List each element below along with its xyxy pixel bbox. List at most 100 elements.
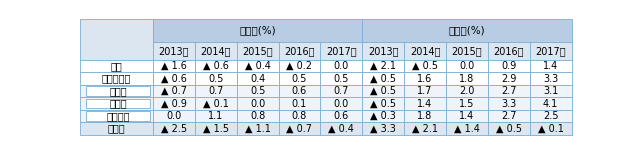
Bar: [81, 122, 153, 135]
Bar: [446, 110, 488, 122]
Text: 3.1: 3.1: [543, 86, 559, 96]
Bar: [195, 72, 236, 85]
Bar: [278, 60, 320, 72]
Bar: [153, 72, 195, 85]
Text: 2015年: 2015年: [451, 46, 482, 56]
Bar: [404, 110, 446, 122]
Text: 2016年: 2016年: [284, 46, 314, 56]
Text: ▲ 0.9: ▲ 0.9: [161, 98, 187, 109]
Bar: [153, 97, 195, 110]
Bar: [446, 60, 488, 72]
Text: 1.6: 1.6: [417, 74, 432, 84]
Text: ▲ 0.4: ▲ 0.4: [328, 123, 354, 133]
Text: ▲ 2.5: ▲ 2.5: [161, 123, 187, 133]
Text: 1.4: 1.4: [459, 111, 475, 121]
Bar: [236, 85, 278, 97]
Bar: [362, 85, 404, 97]
Text: 1.4: 1.4: [417, 98, 432, 109]
Text: ▲ 0.4: ▲ 0.4: [245, 61, 271, 71]
Text: ▲ 0.7: ▲ 0.7: [161, 86, 187, 96]
Bar: [320, 60, 362, 72]
Bar: [153, 42, 195, 60]
Text: ▲ 0.3: ▲ 0.3: [370, 111, 396, 121]
Text: 0.7: 0.7: [208, 86, 223, 96]
Text: ▲ 0.2: ▲ 0.2: [287, 61, 313, 71]
Bar: [81, 85, 153, 97]
Bar: [404, 60, 446, 72]
Bar: [278, 122, 320, 135]
Text: 0.7: 0.7: [333, 86, 349, 96]
Bar: [320, 85, 362, 97]
Text: 0.4: 0.4: [250, 74, 265, 84]
Bar: [153, 19, 362, 42]
Bar: [320, 122, 362, 135]
Bar: [488, 97, 530, 110]
Bar: [530, 42, 572, 60]
Bar: [530, 85, 572, 97]
Text: ▲ 0.6: ▲ 0.6: [203, 61, 229, 71]
Bar: [278, 85, 320, 97]
Bar: [153, 110, 195, 122]
Text: 2015年: 2015年: [242, 46, 273, 56]
Bar: [195, 60, 236, 72]
Bar: [530, 110, 572, 122]
Bar: [81, 60, 153, 72]
Text: 0.9: 0.9: [501, 61, 517, 71]
Bar: [278, 97, 320, 110]
Text: ▲ 2.1: ▲ 2.1: [370, 61, 396, 71]
Text: 0.1: 0.1: [292, 98, 307, 109]
Bar: [362, 42, 404, 60]
Text: 1.4: 1.4: [543, 61, 559, 71]
Bar: [362, 72, 404, 85]
Text: ▲ 0.5: ▲ 0.5: [370, 86, 396, 96]
Bar: [446, 122, 488, 135]
Bar: [488, 72, 530, 85]
Text: ▲ 3.3: ▲ 3.3: [370, 123, 396, 133]
Text: 0.0: 0.0: [333, 98, 349, 109]
Text: 全国: 全国: [111, 61, 122, 71]
Text: 0.6: 0.6: [292, 86, 307, 96]
Text: 2013年: 2013年: [158, 46, 189, 56]
Text: 1.5: 1.5: [459, 98, 475, 109]
Text: 商業地(%): 商業地(%): [449, 25, 485, 35]
Bar: [488, 85, 530, 97]
Bar: [81, 72, 153, 85]
Text: 1.8: 1.8: [459, 74, 475, 84]
Bar: [320, 110, 362, 122]
Bar: [404, 42, 446, 60]
Bar: [488, 110, 530, 122]
Text: 2.5: 2.5: [543, 111, 559, 121]
Bar: [236, 122, 278, 135]
Bar: [236, 60, 278, 72]
Bar: [86, 99, 150, 108]
Bar: [320, 42, 362, 60]
Bar: [86, 86, 150, 96]
Bar: [236, 72, 278, 85]
Bar: [362, 122, 404, 135]
Text: 0.5: 0.5: [208, 74, 223, 84]
Text: 2.9: 2.9: [501, 74, 517, 84]
Text: ▲ 0.5: ▲ 0.5: [496, 123, 522, 133]
Text: 東京圏: 東京圏: [110, 86, 127, 96]
Text: 2017年: 2017年: [326, 46, 357, 56]
Bar: [362, 97, 404, 110]
Text: 2016年: 2016年: [493, 46, 524, 56]
Bar: [530, 72, 572, 85]
Text: ▲ 0.1: ▲ 0.1: [203, 98, 229, 109]
Text: 2.7: 2.7: [501, 86, 517, 96]
Bar: [446, 42, 488, 60]
Bar: [236, 42, 278, 60]
Text: 2.0: 2.0: [459, 86, 475, 96]
Bar: [488, 42, 530, 60]
Bar: [195, 97, 236, 110]
Bar: [404, 97, 446, 110]
Bar: [530, 97, 572, 110]
Text: 名古屋圏: 名古屋圏: [107, 111, 130, 121]
Text: ▲ 1.5: ▲ 1.5: [203, 123, 229, 133]
Bar: [488, 60, 530, 72]
Text: 0.5: 0.5: [250, 86, 265, 96]
Text: 0.0: 0.0: [333, 61, 349, 71]
Text: ▲ 0.7: ▲ 0.7: [287, 123, 313, 133]
Text: ▲ 1.6: ▲ 1.6: [161, 61, 187, 71]
Text: ▲ 0.5: ▲ 0.5: [370, 98, 396, 109]
